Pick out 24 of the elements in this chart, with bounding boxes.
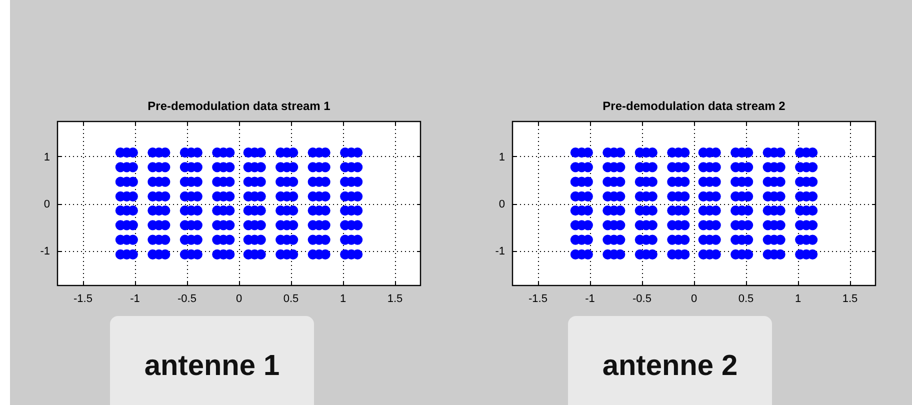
y-tick-label: 0 <box>44 198 50 210</box>
x-tick-label: -1 <box>585 293 595 305</box>
x-tick-label: 0.5 <box>738 293 754 305</box>
x-tick-label: -1 <box>130 293 140 305</box>
x-tick-label: 0 <box>690 293 698 305</box>
x-tick-label: -0.5 <box>632 293 652 305</box>
y-tick-label: -1 <box>495 246 505 258</box>
text: antenne 2 <box>602 350 738 382</box>
x-tick-label: 1 <box>340 293 346 305</box>
y-tick-label: 1 <box>44 151 50 164</box>
x-tick-label: -1.5 <box>528 293 548 305</box>
chart-title: Pre-demodulation data stream 1 <box>148 99 331 113</box>
x-tick-label: -1.5 <box>74 293 92 305</box>
y-tick-label: 1 <box>498 151 505 164</box>
x-tick-label: -0.5 <box>178 293 196 305</box>
text: antenne 1 <box>144 350 280 382</box>
chart-title: Pre-demodulation data stream 2 <box>602 99 786 113</box>
y-tick-label: 0 <box>498 198 505 210</box>
x-tick-label: 1.5 <box>387 293 403 305</box>
x-tick-label: 0.5 <box>283 293 299 305</box>
x-tick-label: 1.5 <box>842 293 858 305</box>
x-tick-label: 1 <box>794 293 802 305</box>
y-tick-label: -1 <box>40 246 50 258</box>
x-tick-label: 0 <box>236 293 242 305</box>
